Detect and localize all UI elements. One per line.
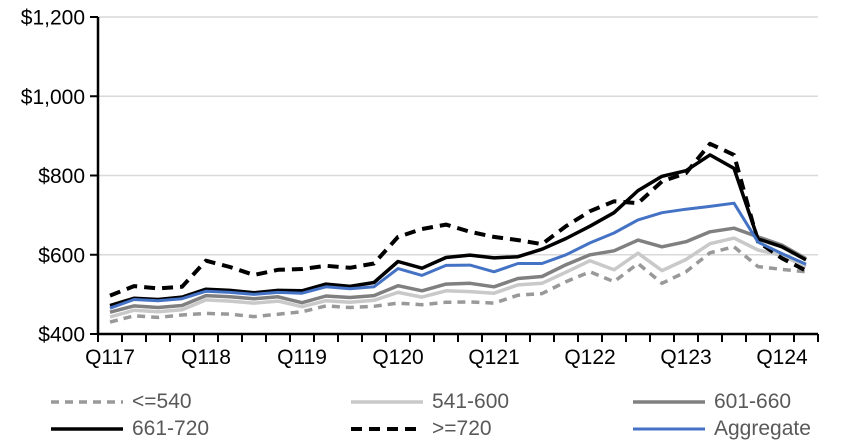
legend-row-2: 661-720 >=720 Aggregate: [0, 416, 852, 442]
legend-label-541-600: 541-600: [432, 390, 510, 413]
legend-swatch-541-600-line-icon: [351, 400, 423, 404]
legend-swatch-lte540-line-icon: [51, 400, 123, 404]
series-line-2: [109, 226, 807, 314]
y-tick-labels: $400 $600 $800 $1,000 $1,200: [21, 7, 85, 347]
legend-swatch-aggregate-line-icon: [633, 427, 705, 431]
legend-label-aggregate: Aggregate: [714, 417, 811, 440]
x-tick-label: Q122: [564, 346, 615, 369]
x-tick-label: Q118: [181, 346, 231, 369]
legend-item-661-720: 661-720: [50, 416, 209, 442]
y-tick-label: $1,000: [21, 86, 85, 109]
series-line-1: [109, 236, 807, 319]
y-tick-label: $400: [38, 324, 85, 347]
x-tick-label: Q119: [277, 346, 327, 369]
y-tick-label: $800: [38, 165, 85, 188]
x-tick-labels: Q117 Q118 Q119 Q120 Q121 Q122 Q123 Q124: [85, 346, 808, 369]
series-line-0: [109, 245, 807, 324]
legend-label-gte720: >=720: [432, 417, 492, 440]
chart-canvas: $400 $600 $800 $1,000 $1,200 Q117 Q118 Q119 Q120…: [21, 7, 819, 369]
legend-label-601-660: 601-660: [714, 390, 792, 413]
legend-item-601-660: 601-660: [632, 389, 791, 415]
legend-item-541-600: 541-600: [350, 389, 509, 415]
legend-swatch-661-720-line-icon: [51, 427, 123, 431]
y-tick-label: $1,200: [21, 7, 85, 30]
x-tick-label: Q121: [468, 346, 519, 369]
x-tick-label: Q124: [756, 346, 808, 369]
legend-swatch-601-660-line-icon: [633, 400, 705, 404]
legend-row-1: <=540 541-600 601-660: [0, 389, 852, 415]
series-line-5: [109, 201, 807, 310]
legend-item-lte540: <=540: [50, 389, 192, 415]
series-lines: [109, 141, 807, 324]
legend-swatch-gte720-line-icon: [351, 427, 423, 431]
legend-label-661-720: 661-720: [132, 417, 210, 440]
x-axis-ticks: [97, 334, 819, 342]
legend-label-lte540: <=540: [132, 390, 192, 413]
legend-item-aggregate: Aggregate: [632, 416, 811, 442]
x-tick-label: Q123: [660, 346, 711, 369]
y-gridlines: [98, 16, 818, 256]
legend-item-gte720: >=720: [350, 416, 492, 442]
x-tick-label: Q120: [372, 346, 423, 369]
y-tick-label: $600: [38, 244, 85, 267]
x-tick-label: Q117: [85, 346, 135, 369]
y-axis-ticks: [90, 16, 98, 335]
series-line-4: [109, 141, 807, 298]
